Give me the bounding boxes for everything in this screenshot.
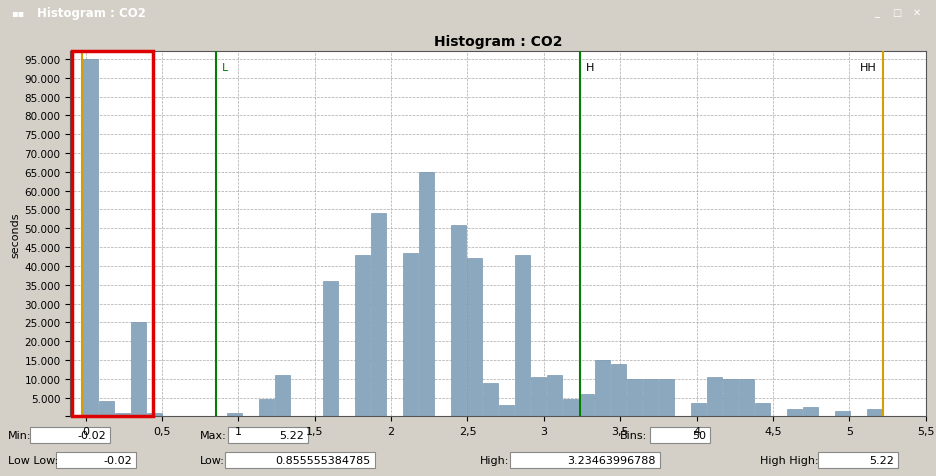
- Bar: [706, 377, 722, 416]
- Bar: [578, 394, 593, 416]
- Text: ✕: ✕: [913, 8, 920, 18]
- Bar: [322, 281, 338, 416]
- Bar: [642, 379, 658, 416]
- Text: Low Low:: Low Low:: [8, 456, 58, 466]
- Bar: [482, 383, 498, 416]
- Bar: [626, 379, 642, 416]
- Text: H: H: [585, 63, 593, 73]
- Text: Histogram : CO2: Histogram : CO2: [37, 7, 146, 20]
- Bar: [82, 60, 98, 416]
- Bar: [834, 411, 850, 416]
- Bar: [498, 405, 514, 416]
- Text: _: _: [872, 8, 878, 18]
- Bar: [466, 259, 482, 416]
- Bar: [56, 453, 136, 468]
- Bar: [30, 427, 110, 443]
- Bar: [225, 453, 374, 468]
- Text: Low:: Low:: [199, 456, 225, 466]
- Text: Max:: Max:: [199, 430, 227, 440]
- Text: □: □: [891, 8, 900, 18]
- Bar: [402, 253, 417, 416]
- Bar: [563, 400, 578, 416]
- Bar: [817, 453, 897, 468]
- Text: High:: High:: [479, 456, 509, 466]
- Bar: [72, 52, 153, 416]
- Bar: [514, 255, 530, 416]
- Bar: [130, 323, 146, 416]
- Bar: [754, 403, 769, 416]
- Text: 5.22: 5.22: [279, 430, 303, 440]
- Bar: [371, 214, 386, 416]
- Text: Bins:: Bins:: [620, 430, 647, 440]
- Text: 5.22: 5.22: [869, 456, 893, 466]
- Bar: [802, 407, 817, 416]
- Bar: [690, 403, 706, 416]
- Bar: [739, 379, 753, 416]
- Bar: [227, 427, 308, 443]
- Bar: [114, 413, 130, 416]
- Bar: [866, 409, 882, 416]
- Bar: [547, 375, 562, 416]
- Y-axis label: seconds: seconds: [10, 212, 21, 257]
- Text: 50: 50: [692, 430, 705, 440]
- Bar: [530, 377, 546, 416]
- Bar: [650, 427, 709, 443]
- Text: High High:: High High:: [759, 456, 818, 466]
- Text: HH: HH: [859, 63, 876, 73]
- Bar: [722, 379, 738, 416]
- Text: 3.23463996788: 3.23463996788: [567, 456, 655, 466]
- Text: L: L: [222, 63, 228, 73]
- Bar: [509, 453, 659, 468]
- Bar: [146, 413, 162, 416]
- Bar: [658, 379, 674, 416]
- Text: ▪▪: ▪▪: [11, 8, 24, 18]
- Title: Histogram : CO2: Histogram : CO2: [433, 34, 562, 49]
- Text: 0.855555384785: 0.855555384785: [275, 456, 371, 466]
- Bar: [355, 255, 370, 416]
- Bar: [450, 225, 466, 416]
- Text: Min:: Min:: [8, 430, 32, 440]
- Bar: [418, 172, 433, 416]
- Bar: [594, 360, 609, 416]
- Bar: [610, 364, 625, 416]
- Bar: [258, 400, 274, 416]
- Bar: [274, 375, 290, 416]
- Bar: [227, 413, 241, 416]
- Bar: [98, 401, 114, 416]
- Bar: [786, 409, 801, 416]
- Text: -0.02: -0.02: [77, 430, 106, 440]
- Text: -0.02: -0.02: [103, 456, 132, 466]
